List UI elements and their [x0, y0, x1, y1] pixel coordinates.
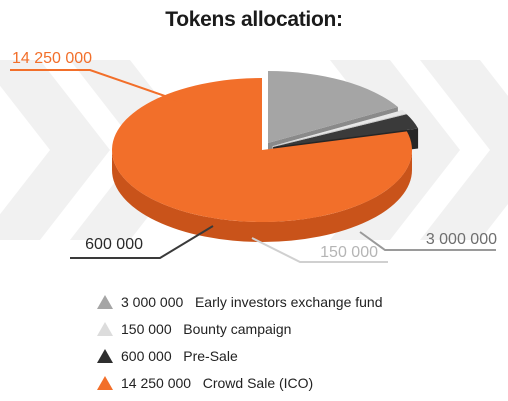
- chart-title: Tokens allocation:: [165, 8, 343, 31]
- legend-item-early-investors: 3 000 000 Early investors exchange fund: [97, 288, 383, 315]
- legend-label: 3 000 000 Early investors exchange fund: [121, 293, 383, 310]
- pie-slice-bounty-campaign: [272, 110, 407, 147]
- light-gray-triangle-icon: [97, 321, 113, 336]
- pie-side-crowd-sale-ico: [112, 150, 412, 242]
- data-label-early-investors-exchange-fund: 3 000 000: [426, 231, 497, 248]
- leader-line-bounty-campaign: [251, 237, 388, 263]
- data-label-bounty-campaign: 150 000: [320, 244, 378, 261]
- pie-slice-pre-sale: [273, 114, 419, 148]
- leader-line-early-investors-exchange-fund: [359, 231, 496, 251]
- pie-slice-crowd-sale-ico: [111, 78, 413, 223]
- orange-triangle-icon: [97, 375, 113, 390]
- data-label-pre-sale: 600 000: [85, 236, 143, 253]
- legend-item-bounty: 150 000 Bounty campaign: [97, 315, 383, 342]
- gray-triangle-icon: [97, 294, 113, 309]
- leader-line-crowd-sale-ico: [10, 69, 186, 104]
- pie-slice-early-investors-exchange-fund: [268, 71, 398, 144]
- legend-label: 14 250 000 Crowd Sale (ICO): [121, 374, 314, 391]
- data-label-crowd-sale-ico: 14 250 000: [12, 50, 92, 67]
- leader-line-pre-sale: [70, 225, 214, 259]
- chart-legend: 3 000 000 Early investors exchange fund …: [97, 288, 383, 396]
- legend-label: 150 000 Bounty campaign: [121, 320, 292, 337]
- legend-label: 600 000 Pre-Sale: [121, 347, 238, 364]
- legend-item-presale: 600 000 Pre-Sale: [97, 342, 383, 369]
- dark-triangle-icon: [97, 348, 113, 363]
- legend-item-crowdsale: 14 250 000 Crowd Sale (ICO): [97, 369, 383, 396]
